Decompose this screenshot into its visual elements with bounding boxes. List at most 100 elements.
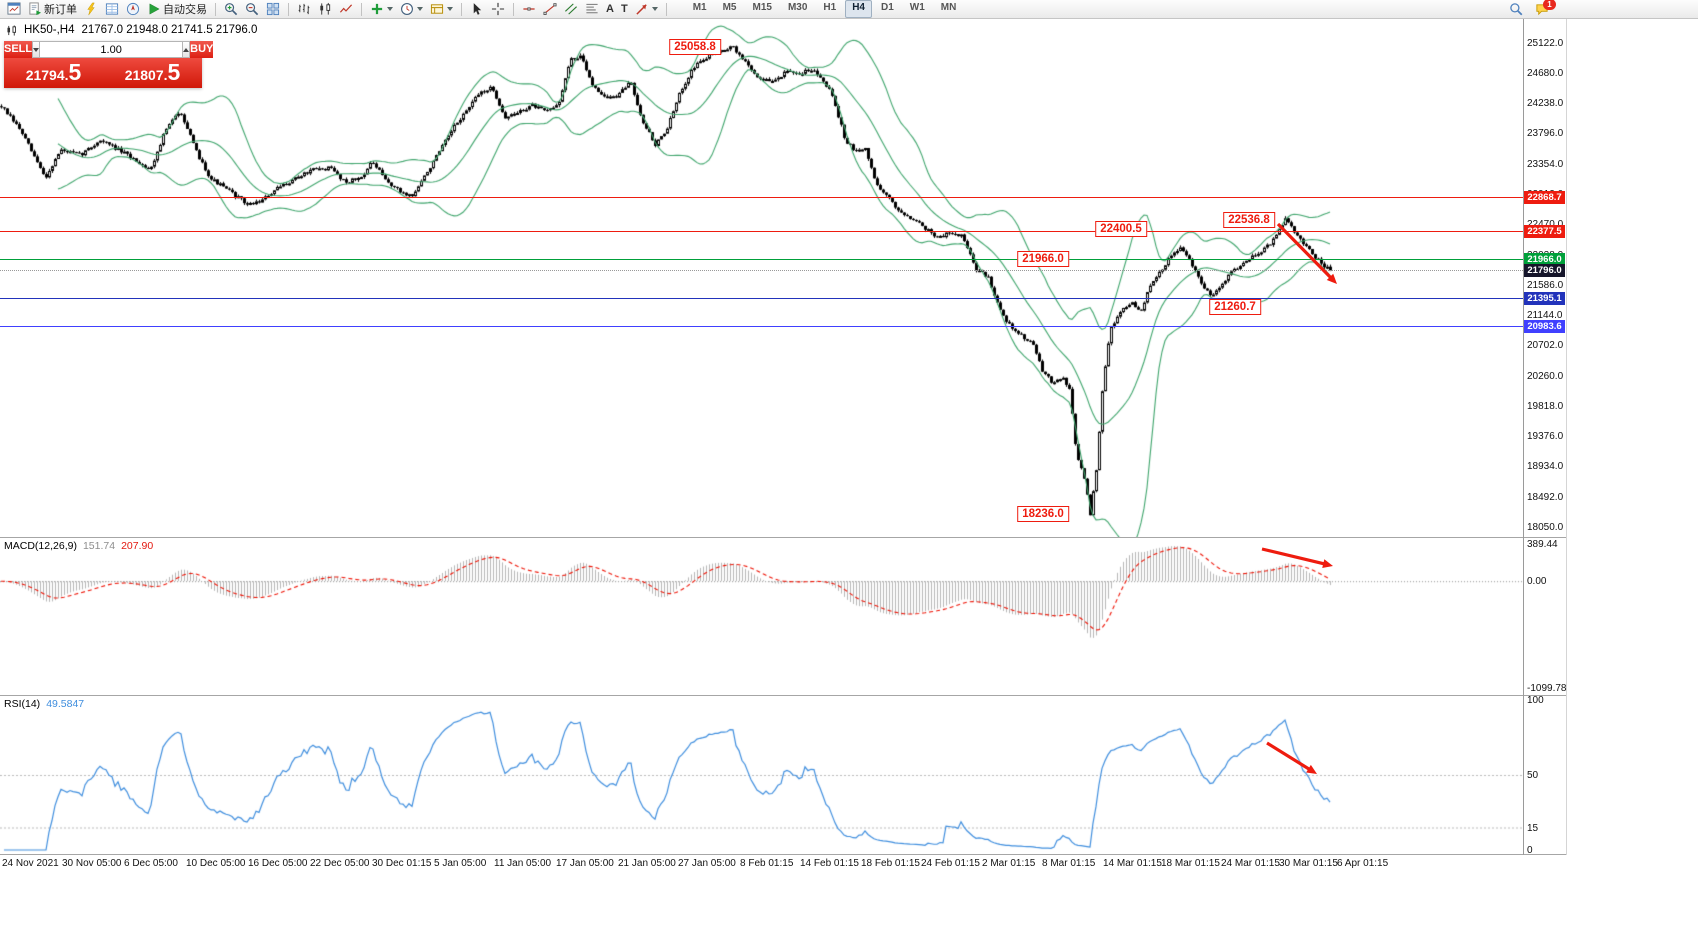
time-axis-label: 22 Dec 05:00 [310, 858, 370, 869]
templates-button[interactable] [427, 1, 456, 18]
horizontal-line-21966.0[interactable] [0, 258, 1523, 260]
cursor-button[interactable] [467, 1, 487, 18]
indicators-button[interactable] [367, 1, 396, 18]
horizontal-line-20983.6[interactable] [0, 326, 1523, 328]
price-tag-22377.5: 22377.5 [1524, 224, 1565, 238]
price-axis-label: 18492.0 [1527, 491, 1564, 503]
horizontal-line-21796.0[interactable] [0, 270, 1523, 272]
zoom-out-button[interactable] [242, 1, 262, 18]
macd-canvas[interactable] [0, 538, 1523, 694]
rsi-axis-label: 0 [1527, 845, 1533, 856]
time-axis-label: 8 Mar 01:15 [1042, 858, 1096, 869]
time-axis-label: 18 Feb 01:15 [861, 858, 920, 869]
crosshair-button[interactable] [488, 1, 508, 18]
one-click-trading-panel: SELL BUY 21794.5 21807.5 [4, 41, 214, 88]
arrows-tool-button[interactable] [632, 1, 661, 18]
line-chart-button[interactable] [336, 1, 356, 18]
trendline-button[interactable] [540, 1, 560, 18]
price-scale[interactable]: 25122.024680.024238.023796.023354.022912… [1523, 19, 1566, 856]
price-callout-22536.8[interactable]: 22536.8 [1223, 211, 1275, 228]
search-icon [1509, 2, 1523, 16]
horizontal-line-21395.1[interactable] [0, 297, 1523, 299]
navigator-button[interactable] [123, 1, 143, 18]
timeframe-mn-button[interactable]: MN [940, 2, 957, 13]
chart-symbol-period: HK50-,H4 [24, 24, 75, 36]
label-button[interactable]: T [618, 1, 631, 18]
news-button[interactable]: 1 [1532, 0, 1556, 18]
periods-button[interactable] [397, 1, 426, 18]
price-axis-label: 23796.0 [1527, 128, 1564, 140]
text-button[interactable]: A [603, 1, 617, 18]
volume-input[interactable] [40, 41, 183, 58]
macd-label: MACD(12,26,9) 151.74 207.90 [4, 540, 153, 552]
timeframe-m15-button[interactable]: M15 [752, 2, 772, 13]
sell-price: 21794. [25, 67, 69, 83]
time-axis-label: 8 Feb 01:15 [740, 858, 794, 869]
panel-separator[interactable] [0, 695, 1566, 696]
spin-up-icon [183, 47, 190, 52]
timeframe-m5-button[interactable]: M5 [722, 2, 737, 13]
cursor-icon [470, 2, 484, 16]
trendline-icon [543, 2, 557, 16]
chevron-down-icon [651, 7, 658, 11]
price-callout-21966.0[interactable]: 21966.0 [1017, 250, 1069, 267]
autotrading-button[interactable]: 自动交易 [144, 1, 210, 18]
price-callout-21260.7[interactable]: 21260.7 [1209, 299, 1261, 316]
spin-down-icon [33, 47, 40, 52]
price-callout-25058.8[interactable]: 25058.8 [669, 38, 721, 55]
search-button[interactable] [1506, 1, 1526, 18]
buy-price-button[interactable]: 21807. 5 [103, 58, 202, 88]
horizontal-line-22377.5[interactable] [0, 230, 1523, 232]
candle-chart-button[interactable] [315, 1, 335, 18]
buy-button[interactable]: BUY [190, 41, 214, 58]
rsi-canvas[interactable] [0, 696, 1523, 854]
price-axis-label: 24680.0 [1527, 67, 1564, 79]
market-watch-button[interactable] [81, 1, 101, 18]
sell-price-button[interactable]: 21794. 5 [4, 58, 103, 88]
price-callout-22400.5[interactable]: 22400.5 [1095, 221, 1147, 238]
price-tag-22868.7: 22868.7 [1524, 190, 1565, 204]
sell-button[interactable]: SELL [4, 41, 33, 58]
timeframe-w1-button[interactable]: W1 [909, 2, 925, 13]
new-order-button-label: 新订单 [44, 4, 77, 16]
price-axis-label: 23354.0 [1527, 158, 1564, 170]
horizontal-line-button[interactable] [519, 1, 539, 18]
bar-chart-button[interactable] [294, 1, 314, 18]
time-axis-label: 2 Mar 01:15 [982, 858, 1036, 869]
timeframe-m30-button[interactable]: M30 [787, 2, 808, 13]
timeframe-m1-button[interactable]: M1 [692, 2, 707, 13]
main-chart-canvas[interactable] [0, 19, 1523, 537]
timeframe-d1-button[interactable]: D1 [881, 2, 894, 13]
play-icon [147, 2, 161, 16]
horizontal-line-22868.7[interactable] [0, 196, 1523, 198]
timeframe-h1-button[interactable]: H1 [823, 2, 837, 13]
time-axis-label: 24 Feb 01:15 [921, 858, 980, 869]
channel-icon [564, 2, 578, 16]
zoom-in-button[interactable] [221, 1, 241, 18]
toolbar: 新订单 自动交易 A T M1 M5 M15 M30 H1 H4 D1 W1 MN 1 [0, 0, 1698, 19]
chevron-down-icon [447, 7, 453, 11]
toolbar-separator [665, 2, 667, 16]
tile-windows-button[interactable] [263, 1, 283, 18]
rsi-label: RSI(14) 49.5847 [4, 698, 84, 710]
toolbar-right-group: 1 [1506, 0, 1556, 18]
volume-increase-button[interactable] [182, 41, 191, 58]
time-axis-label: 24 Nov 2021 [2, 858, 59, 869]
time-axis-label: 30 Nov 05:00 [62, 858, 122, 869]
data-window-button[interactable] [102, 1, 122, 18]
time-axis-label: 24 Mar 01:15 [1221, 858, 1280, 869]
fibonacci-button[interactable] [582, 1, 602, 18]
new-order-icon [28, 2, 42, 16]
new-chart-button[interactable] [4, 1, 24, 18]
new-order-button[interactable]: 新订单 [25, 1, 80, 18]
volume-decrease-button[interactable] [32, 41, 41, 58]
time-axis-label: 27 Jan 05:00 [678, 858, 736, 869]
time-scale[interactable] [0, 855, 1566, 872]
channel-button[interactable] [561, 1, 581, 18]
price-callout-18236.0[interactable]: 18236.0 [1017, 506, 1069, 523]
price-axis-label: 20702.0 [1527, 340, 1564, 352]
window-edge [1566, 19, 1567, 855]
timeframe-h4-button[interactable]: H4 [845, 0, 872, 18]
panel-separator[interactable] [0, 537, 1566, 538]
